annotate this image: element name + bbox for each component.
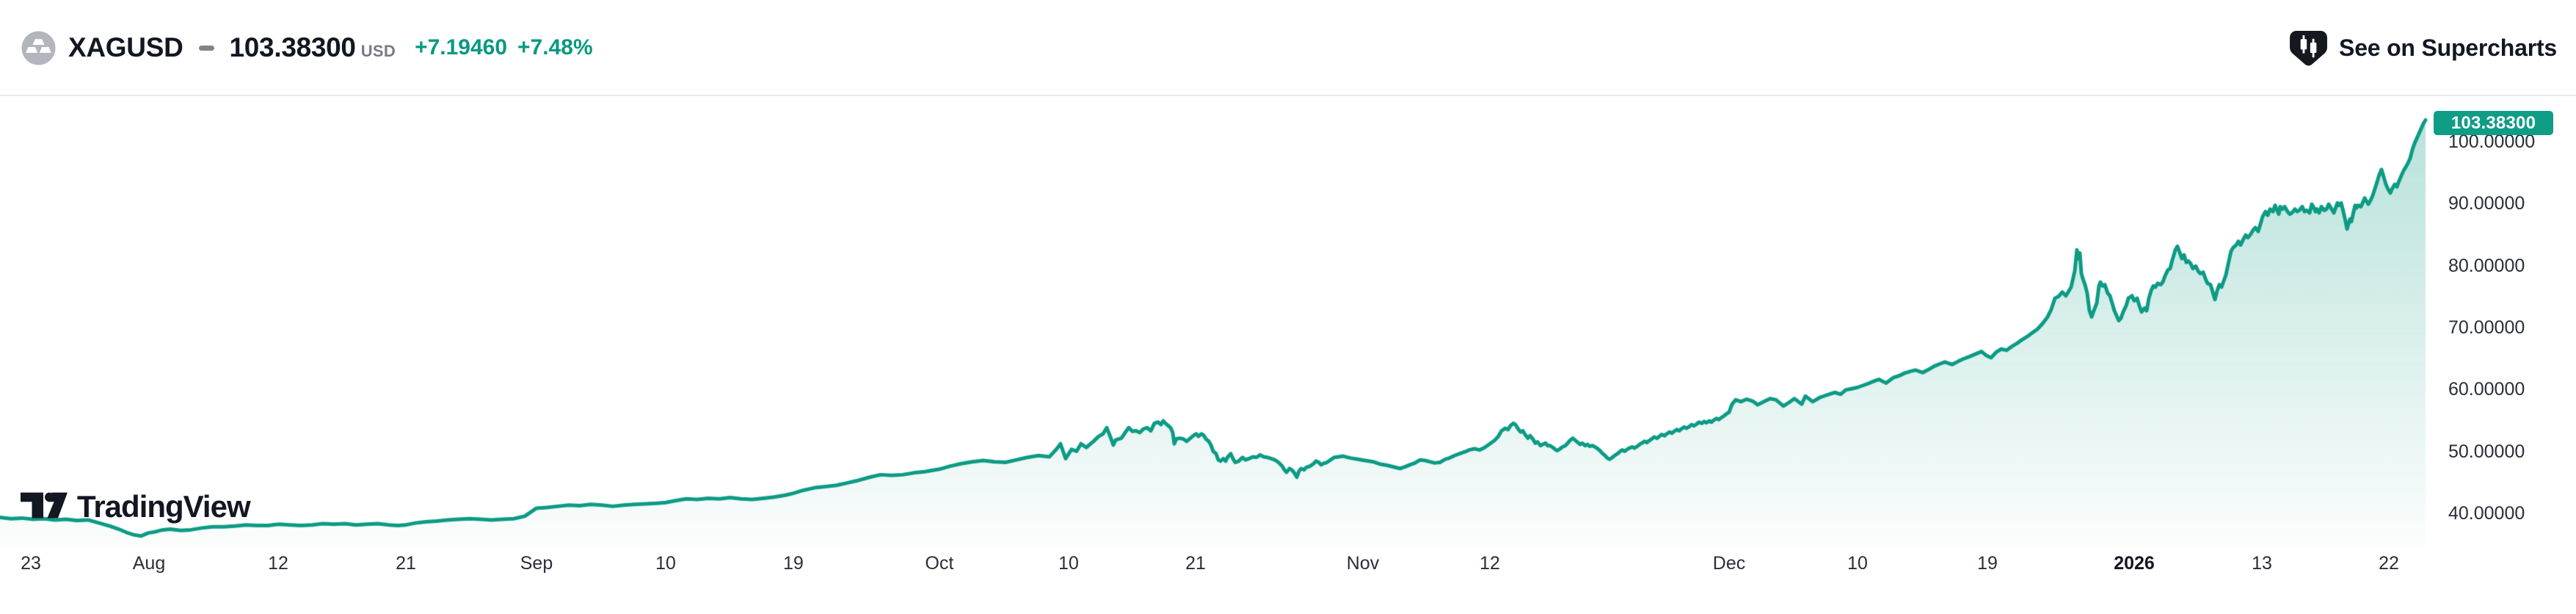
watermark-text: TradingView: [77, 489, 251, 524]
tradingview-watermark: TradingView: [21, 489, 251, 524]
time-axis-label: 12: [1480, 553, 1500, 574]
time-axis-label: 10: [655, 553, 676, 574]
silver-bars-icon: [21, 30, 56, 65]
price-axis-label: 60.00000: [2448, 379, 2525, 400]
symbol-name[interactable]: XAGUSD: [68, 32, 183, 62]
time-axis-label: 12: [268, 553, 288, 574]
price-axis-label: 50.00000: [2448, 441, 2525, 462]
time-axis-label: 22: [2379, 553, 2399, 574]
last-price: 103.38300: [229, 32, 357, 62]
widget-header: XAGUSD 103.38300 USD +7.19460 +7.48% See…: [0, 0, 2576, 95]
time-axis-label: Oct: [925, 553, 954, 574]
price-axis-label: 80.00000: [2448, 255, 2525, 276]
tradingview-mark-icon: [21, 492, 68, 519]
market-status-dash-icon: [198, 45, 214, 51]
time-axis-label: Dec: [1712, 553, 1746, 574]
time-axis-label: Nov: [1346, 553, 1380, 574]
tradingview-shield-candles-icon: [2290, 30, 2327, 65]
last-price-badge: 103.38300: [2434, 111, 2553, 135]
price-axis-label: 90.00000: [2448, 193, 2525, 214]
time-axis-label: 10: [1058, 553, 1079, 574]
time-axis-label: 13: [2252, 553, 2272, 574]
time-axis-label: 19: [783, 553, 804, 574]
price-group: 103.38300 USD: [230, 32, 396, 63]
time-axis-label: Aug: [132, 553, 166, 574]
price-axis-label: 40.00000: [2448, 502, 2525, 524]
last-price-badge-value: 103.38300: [2451, 112, 2536, 133]
time-axis-label: 2026: [2114, 553, 2155, 574]
time-axis-label: 21: [396, 553, 416, 574]
see-on-supercharts-label[interactable]: See on Supercharts: [2339, 34, 2557, 61]
change-percent: +7.48%: [517, 35, 593, 59]
time-axis-label: 23: [21, 553, 41, 574]
time-axis-label: 10: [1847, 553, 1868, 574]
currency-label: USD: [360, 42, 396, 60]
time-axis-label: 21: [1185, 553, 1206, 574]
change-absolute: +7.19460: [415, 35, 508, 59]
price-axis-label: 70.00000: [2448, 317, 2525, 338]
see-on-supercharts-link[interactable]: See on Supercharts: [2289, 30, 2557, 66]
time-axis-label: 19: [1977, 553, 1998, 574]
header-divider: [0, 95, 2576, 96]
price-change: +7.19460 +7.48%: [415, 35, 593, 60]
time-axis-label: Sep: [520, 553, 553, 574]
symbol-info: XAGUSD 103.38300 USD +7.19460 +7.48%: [21, 30, 593, 65]
